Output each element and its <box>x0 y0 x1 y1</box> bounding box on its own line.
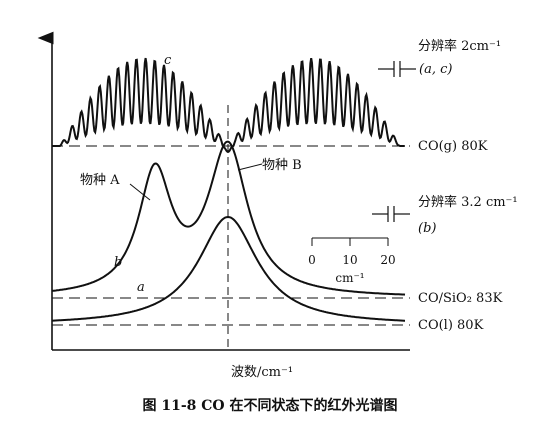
species-a-leader <box>129 183 151 201</box>
curve-a-label: a <box>137 280 145 295</box>
figure-caption: 图 11-8 CO 在不同状态下的红外光谱图 <box>143 397 398 414</box>
spectrum-curve-a <box>51 215 405 322</box>
scale-bar <box>311 237 389 246</box>
species-b-leader <box>237 163 263 171</box>
species-b-label: 物种 B <box>262 158 302 173</box>
resolution-top-label: 分辨率 2cm⁻¹ <box>418 38 501 54</box>
resolution-top-curves: (a, c) <box>419 62 452 77</box>
species-a-label: 物种 A <box>80 173 120 188</box>
scale-tick-0: 0 <box>308 253 316 267</box>
scale-tick-20: 20 <box>380 253 395 267</box>
curve-c-label: c <box>164 53 172 68</box>
spectrum-curve-b <box>51 140 406 296</box>
condition-co-liquid: CO(l) 80K <box>418 318 484 333</box>
slit-symbol-mid <box>372 206 410 222</box>
scale-unit: cm⁻¹ <box>335 271 364 285</box>
spectrum-curve-c <box>52 57 405 154</box>
condition-co-sio2: CO/SiO₂ 83K <box>418 291 503 306</box>
condition-co-gas: CO(g) 80K <box>418 139 488 154</box>
x-axis-label: 波数/cm⁻¹ <box>231 365 293 380</box>
scale-tick-10: 10 <box>342 253 357 267</box>
resolution-mid-curves: (b) <box>418 221 436 236</box>
curve-b-label: b <box>114 255 122 270</box>
resolution-mid-label: 分辨率 3.2 cm⁻¹ <box>418 194 518 210</box>
slit-symbol-top <box>378 61 416 77</box>
